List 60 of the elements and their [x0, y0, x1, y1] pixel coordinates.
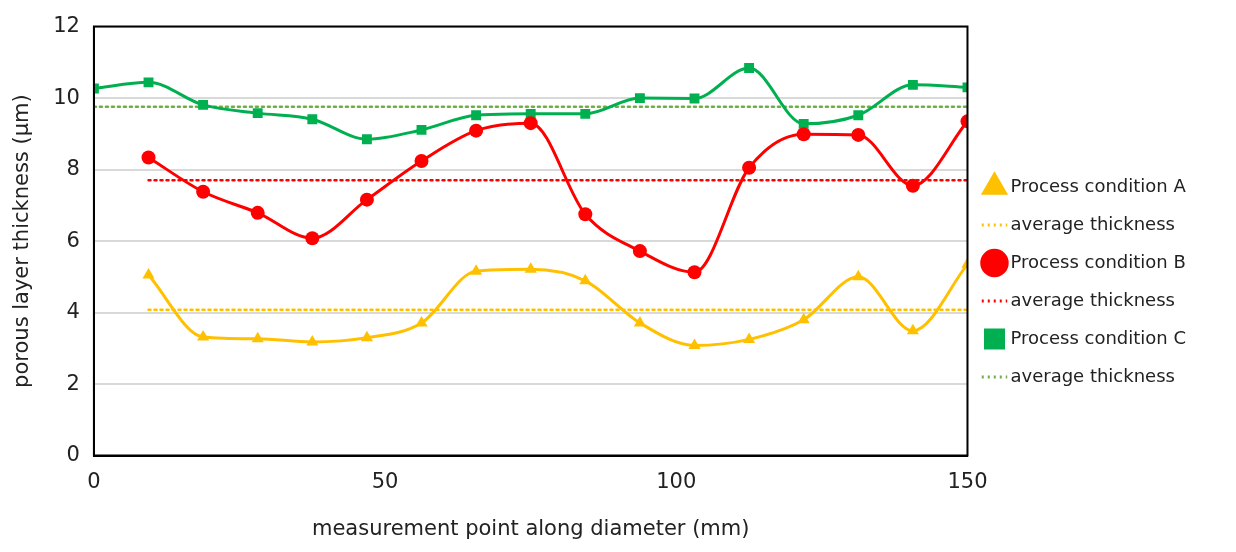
point — [523, 116, 538, 131]
point — [907, 79, 918, 90]
point — [743, 332, 756, 343]
point — [197, 329, 210, 341]
point — [853, 110, 864, 121]
point — [471, 110, 482, 121]
point — [252, 108, 263, 119]
legend-label: Process condition B — [1010, 250, 1186, 272]
x-tick-label: 100 — [656, 468, 697, 493]
legend-label: Process condition C — [1010, 326, 1187, 348]
legend-label: average thickness — [1010, 288, 1175, 310]
x-axis-title: measurement point along diameter (mm) — [311, 515, 750, 540]
y-tick-label: 2 — [66, 370, 80, 395]
point — [852, 269, 865, 281]
point — [470, 264, 483, 275]
legend-label: average thickness — [1010, 212, 1175, 234]
point — [305, 231, 320, 246]
legend-label: average thickness — [1010, 364, 1175, 386]
y-tick-label: 0 — [66, 442, 80, 467]
point — [307, 114, 318, 125]
y-tick-label: 6 — [66, 227, 80, 252]
point — [633, 315, 646, 327]
point — [359, 192, 374, 207]
point — [524, 262, 537, 273]
point — [905, 178, 920, 193]
point — [578, 207, 593, 222]
point — [142, 268, 155, 279]
y-axis-title: porous layer thickness (µm) — [9, 94, 34, 388]
point — [196, 184, 211, 199]
y-tick-label: 4 — [66, 299, 80, 324]
point — [251, 331, 264, 343]
point — [742, 160, 757, 175]
point — [360, 330, 373, 342]
x-tick-label: 50 — [371, 468, 399, 493]
x-tick-label: 0 — [87, 468, 101, 493]
point — [469, 123, 484, 138]
point — [579, 273, 592, 285]
point — [414, 154, 429, 169]
y-tick-label: 10 — [53, 84, 80, 109]
point — [688, 338, 701, 349]
x-tick-label: 150 — [947, 468, 988, 493]
point — [632, 244, 647, 259]
point — [143, 77, 154, 88]
point — [141, 150, 156, 165]
point — [580, 108, 591, 119]
point — [851, 127, 866, 142]
y-tick-label: 8 — [66, 156, 80, 181]
point — [744, 63, 755, 74]
legend-label: Process condition A — [1010, 174, 1187, 196]
y-tick-label: 12 — [53, 13, 80, 38]
point — [634, 93, 645, 104]
point — [416, 124, 427, 135]
point — [361, 134, 372, 145]
point — [250, 205, 265, 220]
point — [415, 315, 428, 327]
point — [306, 334, 319, 346]
point — [687, 265, 702, 280]
point — [906, 323, 919, 335]
point — [796, 127, 811, 142]
point — [198, 99, 209, 110]
